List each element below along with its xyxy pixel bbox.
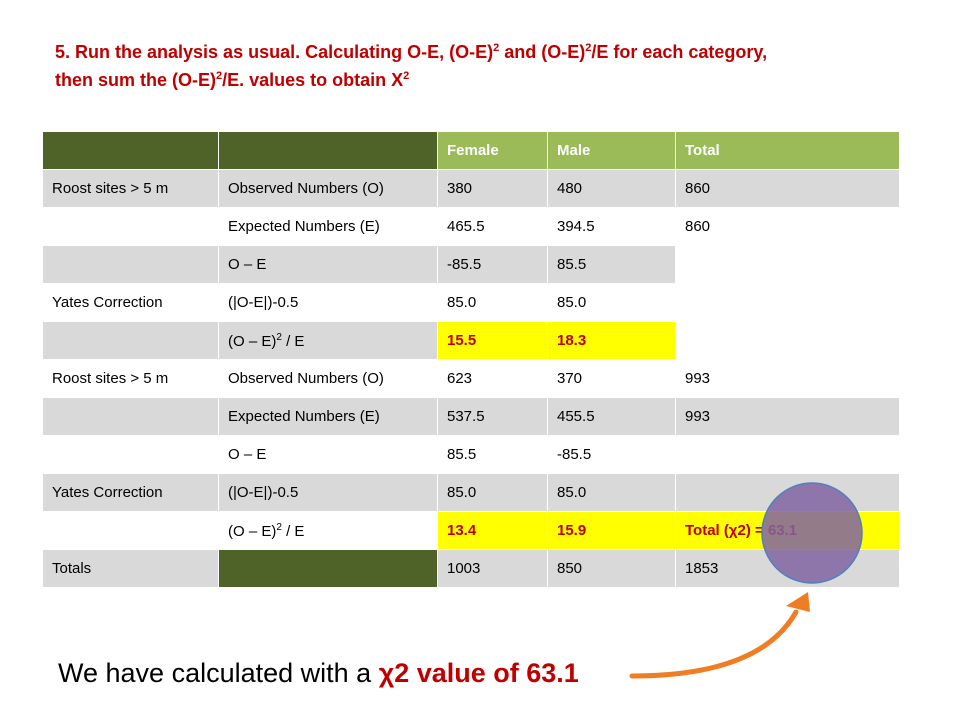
male-value: 18.3	[547, 321, 676, 360]
chi-square-total: Total (χ2) = 63.1	[675, 511, 900, 550]
row-measure: (|O-E|)-0.5	[218, 283, 438, 322]
table-row: Yates Correction (|O-E|)-0.5 85.0 85.0	[42, 473, 900, 512]
row-measure: O – E	[218, 245, 438, 284]
female-value: 85.0	[437, 473, 548, 512]
header-total: Total	[675, 131, 900, 170]
male-value: 480	[547, 169, 676, 208]
male-value: -85.5	[547, 435, 676, 474]
total-value	[675, 245, 900, 284]
row-label	[42, 245, 219, 284]
row-label	[42, 321, 219, 360]
row-label: Yates Correction	[42, 283, 219, 322]
female-value: 13.4	[437, 511, 548, 550]
total-value: 860	[675, 169, 900, 208]
total-value: 993	[675, 397, 900, 436]
total-value	[675, 321, 900, 360]
female-value: 85.0	[437, 283, 548, 322]
row-label	[42, 397, 219, 436]
table-row: (O – E)2 / E 15.5 18.3	[42, 321, 900, 360]
total-value	[675, 435, 900, 474]
female-value: 85.5	[437, 435, 548, 474]
table-row: Yates Correction (|O-E|)-0.5 85.0 85.0	[42, 283, 900, 322]
row-measure: (O – E)2 / E	[218, 511, 438, 550]
female-value: 380	[437, 169, 548, 208]
row-measure: Observed Numbers (O)	[218, 359, 438, 398]
row-measure	[218, 549, 438, 588]
row-label: Yates Correction	[42, 473, 219, 512]
chi-square-table: Female Male Total Roost sites > 5 m Obse…	[42, 131, 900, 588]
total-value	[675, 473, 900, 512]
table-row: O – E -85.5 85.5	[42, 245, 900, 284]
table-row: Expected Numbers (E) 465.5 394.5 860	[42, 207, 900, 246]
male-value: 370	[547, 359, 676, 398]
female-value: 537.5	[437, 397, 548, 436]
table-row: Roost sites > 5 m Observed Numbers (O) 3…	[42, 169, 900, 208]
male-value: 15.9	[547, 511, 676, 550]
table-header-row: Female Male Total	[42, 131, 900, 170]
male-value: 85.5	[547, 245, 676, 284]
female-value: 465.5	[437, 207, 548, 246]
row-measure: Expected Numbers (E)	[218, 397, 438, 436]
header-male: Male	[547, 131, 676, 170]
header-cell-2	[218, 131, 438, 170]
row-label	[42, 511, 219, 550]
table-row: Expected Numbers (E) 537.5 455.5 993	[42, 397, 900, 436]
female-value: 15.5	[437, 321, 548, 360]
table-row: Roost sites > 5 m Observed Numbers (O) 6…	[42, 359, 900, 398]
table-row: (O – E)2 / E 13.4 15.9 Total (χ2) = 63.1	[42, 511, 900, 550]
total-value	[675, 283, 900, 322]
table-row-totals: Totals 1003 850 1853	[42, 549, 900, 588]
total-value: 1853	[675, 549, 900, 588]
row-measure: Observed Numbers (O)	[218, 169, 438, 208]
slide-heading: 5. Run the analysis as usual. Calculatin…	[55, 38, 935, 94]
arrow-head	[786, 592, 810, 612]
male-value: 85.0	[547, 473, 676, 512]
row-label: Roost sites > 5 m	[42, 359, 219, 398]
heading-line-1: 5. Run the analysis as usual. Calculatin…	[55, 42, 768, 62]
row-measure: (O – E)2 / E	[218, 321, 438, 360]
female-value: 1003	[437, 549, 548, 588]
male-value: 85.0	[547, 283, 676, 322]
heading-line-2: then sum the (O-E)2/E. values to obtain …	[55, 70, 410, 90]
male-value: 394.5	[547, 207, 676, 246]
table-row: O – E 85.5 -85.5	[42, 435, 900, 474]
row-measure: Expected Numbers (E)	[218, 207, 438, 246]
row-label	[42, 435, 219, 474]
total-value: 993	[675, 359, 900, 398]
header-female: Female	[437, 131, 548, 170]
curved-arrow	[629, 609, 799, 679]
male-value: 455.5	[547, 397, 676, 436]
total-value: 860	[675, 207, 900, 246]
row-label	[42, 207, 219, 246]
male-value: 850	[547, 549, 676, 588]
row-measure: (|O-E|)-0.5	[218, 473, 438, 512]
row-measure: O – E	[218, 435, 438, 474]
header-cell-1	[42, 131, 219, 170]
row-label: Totals	[42, 549, 219, 588]
female-value: -85.5	[437, 245, 548, 284]
female-value: 623	[437, 359, 548, 398]
conclusion-text: We have calculated with a χ2 value of 63…	[58, 658, 579, 688]
row-label: Roost sites > 5 m	[42, 169, 219, 208]
